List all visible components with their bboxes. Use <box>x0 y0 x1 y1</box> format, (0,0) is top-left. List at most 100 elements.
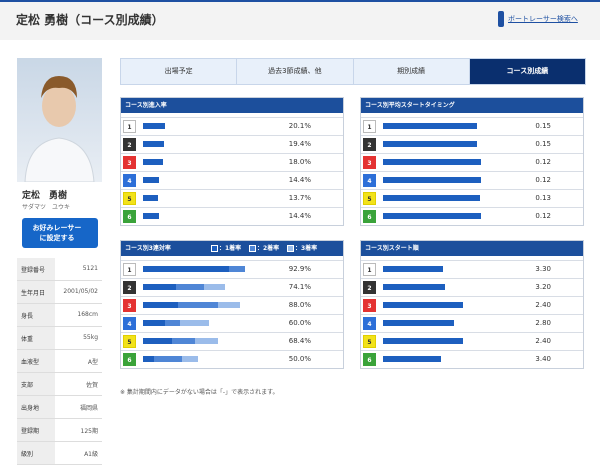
value-label: 3.30 <box>535 265 551 273</box>
legend-item: ：2着率 <box>249 241 279 256</box>
data-row: 5 68.4% <box>121 332 343 350</box>
profile-value: 佐賀 <box>85 382 98 389</box>
profile-value: 2001/05/02 <box>63 288 98 295</box>
legend-swatch <box>249 245 256 252</box>
bar-segment <box>171 338 196 344</box>
bar <box>383 177 481 183</box>
course-number: 5 <box>363 192 376 205</box>
profile-row: 出身地 福岡県 <box>17 396 102 419</box>
bar-segment <box>143 284 176 290</box>
bar <box>383 123 478 129</box>
value-label: 2.80 <box>535 319 551 327</box>
bar-segment <box>204 284 225 290</box>
data-row: 2 19.4% <box>121 135 343 153</box>
course-number: 6 <box>123 353 136 366</box>
bar-segment <box>178 302 218 308</box>
value-label: 2.40 <box>535 301 551 309</box>
course-number: 6 <box>123 210 136 223</box>
bar-segment <box>165 320 180 326</box>
value-label: 50.0% <box>288 355 311 363</box>
bar <box>143 159 163 165</box>
data-row: 4 14.4% <box>121 171 343 189</box>
value-label: 19.4% <box>288 140 311 148</box>
bar <box>383 284 446 290</box>
value-label: 60.0% <box>288 319 311 327</box>
profile-key: 生年月日 <box>17 281 55 303</box>
bar <box>143 177 159 183</box>
legend-label: ：3着率 <box>295 245 318 252</box>
value-label: 14.4% <box>288 176 311 184</box>
profile-key: 身長 <box>17 304 55 326</box>
bar <box>383 338 463 344</box>
course-number: 4 <box>363 174 376 187</box>
data-row: 6 3.40 <box>361 350 583 368</box>
profile-key: 支部 <box>17 373 55 395</box>
course-number: 5 <box>363 335 376 348</box>
tab[interactable]: コース別成績 <box>468 58 586 85</box>
favorite-button[interactable]: お好みレーサーに設定する <box>22 218 98 248</box>
data-row: 4 0.12 <box>361 171 583 189</box>
profile-key: 登録期 <box>17 419 55 441</box>
bar <box>383 213 481 219</box>
bar-segment <box>143 302 179 308</box>
data-row: 6 50.0% <box>121 350 343 368</box>
photo-silhouette <box>24 76 95 183</box>
panel: コース別3連対率 ：1着率 ：2着率 ：3着率 1 92.9% 2 74.1% 3 88.0% 4 6… <box>120 240 344 369</box>
data-row: 2 0.15 <box>361 135 583 153</box>
legend-item: ：3着率 <box>287 241 317 256</box>
profile-row: 登録番号 5121 <box>17 258 102 281</box>
value-label: 20.1% <box>288 122 311 130</box>
value-label: 0.15 <box>535 122 551 130</box>
bar <box>383 159 481 165</box>
bar <box>143 141 165 147</box>
value-label: 0.12 <box>535 212 551 220</box>
value-label: 18.0% <box>288 158 311 166</box>
course-number: 2 <box>123 138 136 151</box>
profile-key: 出身地 <box>17 396 55 418</box>
value-label: 92.9% <box>288 265 311 273</box>
bar-segment <box>175 284 205 290</box>
data-row: 6 0.12 <box>361 207 583 225</box>
tab[interactable]: 期別成績 <box>352 58 470 85</box>
bar-segment <box>179 320 209 326</box>
course-number: 3 <box>123 299 136 312</box>
data-row: 1 20.1% <box>121 117 343 135</box>
value-label: 3.20 <box>535 283 551 291</box>
bar <box>383 302 463 308</box>
bar <box>383 320 455 326</box>
profile-value: A1級 <box>84 451 98 458</box>
data-row: 2 3.20 <box>361 278 583 296</box>
profile-key: 血液型 <box>17 350 55 372</box>
value-label: 88.0% <box>288 301 311 309</box>
bar-segment <box>143 320 165 326</box>
course-number: 2 <box>363 281 376 294</box>
course-number: 2 <box>363 138 376 151</box>
panel-title: コース別3連対率 ：1着率 ：2着率 ：3着率 <box>121 241 343 256</box>
course-number: 1 <box>123 120 136 133</box>
panel-title: コース別平均スタートタイミング <box>361 98 583 113</box>
profile-row: 級別 A1級 <box>17 442 102 465</box>
data-row: 1 3.30 <box>361 260 583 278</box>
profile-row: 身長 168cm <box>17 304 102 327</box>
data-row: 5 13.7% <box>121 189 343 207</box>
course-number: 5 <box>123 192 136 205</box>
value-label: 3.40 <box>535 355 551 363</box>
bar-segment <box>154 356 182 362</box>
profile-row: 支部 佐賀 <box>17 373 102 396</box>
tab[interactable]: 出場予定 <box>120 58 238 85</box>
profile-value: 福岡県 <box>79 405 98 412</box>
data-row: 1 0.15 <box>361 117 583 135</box>
bar-segment <box>143 338 172 344</box>
bar <box>143 123 166 129</box>
bar <box>383 195 480 201</box>
search-link[interactable]: ボートレーサー検索へ <box>508 15 578 23</box>
bar <box>143 195 159 201</box>
data-row: 4 60.0% <box>121 314 343 332</box>
link-icon[interactable] <box>498 11 504 27</box>
data-row: 6 14.4% <box>121 207 343 225</box>
course-number: 1 <box>363 263 376 276</box>
profile-key: 級別 <box>17 442 55 464</box>
bar <box>383 356 441 362</box>
tab[interactable]: 過去3節成績、他 <box>236 58 354 85</box>
value-label: 2.40 <box>535 337 551 345</box>
